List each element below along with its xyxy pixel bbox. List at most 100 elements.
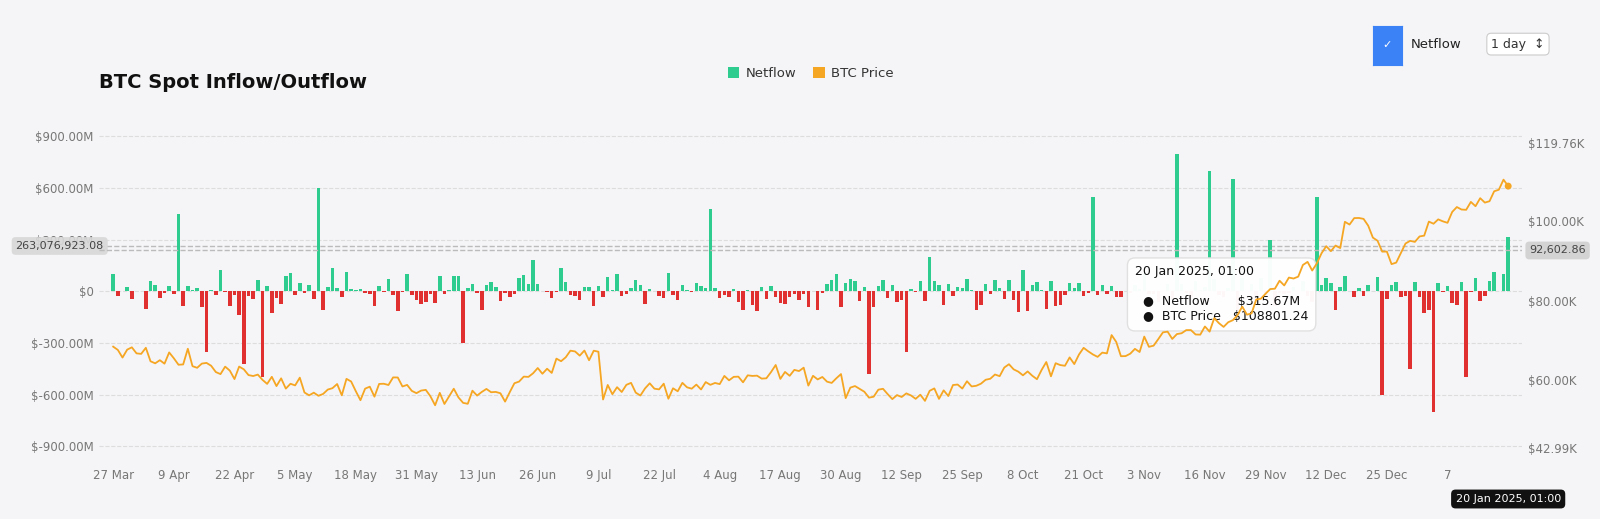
Bar bbox=[475, 291, 478, 293]
Bar bbox=[1026, 291, 1029, 311]
Bar bbox=[690, 291, 693, 292]
Bar bbox=[1208, 171, 1211, 291]
Bar bbox=[750, 291, 754, 305]
Bar bbox=[363, 291, 366, 293]
Bar bbox=[872, 291, 875, 307]
Bar bbox=[246, 291, 250, 296]
Bar bbox=[555, 291, 558, 292]
Bar bbox=[1325, 278, 1328, 291]
Bar bbox=[1194, 281, 1197, 291]
Bar bbox=[358, 289, 362, 291]
Bar bbox=[899, 291, 904, 299]
Bar bbox=[578, 291, 581, 300]
Bar bbox=[877, 286, 880, 291]
Bar bbox=[214, 291, 218, 295]
Bar bbox=[405, 274, 410, 291]
Bar bbox=[112, 274, 115, 291]
Bar bbox=[816, 291, 819, 310]
Bar bbox=[965, 279, 968, 291]
Bar bbox=[1054, 291, 1058, 306]
Bar bbox=[1291, 286, 1296, 291]
Bar bbox=[1427, 291, 1430, 309]
Bar bbox=[499, 291, 502, 301]
Bar bbox=[536, 284, 539, 291]
Bar bbox=[307, 285, 310, 291]
Bar bbox=[1339, 288, 1342, 291]
Bar bbox=[219, 270, 222, 291]
Bar bbox=[392, 291, 395, 295]
Point bbox=[1496, 182, 1522, 190]
Bar bbox=[904, 291, 909, 351]
Bar bbox=[1310, 291, 1314, 302]
Bar bbox=[658, 291, 661, 296]
Bar bbox=[942, 291, 946, 305]
Bar bbox=[1488, 281, 1491, 291]
Bar bbox=[270, 291, 274, 312]
Bar bbox=[643, 291, 646, 304]
Text: Netflow: Netflow bbox=[1411, 37, 1462, 51]
Bar bbox=[181, 291, 186, 306]
Bar bbox=[331, 268, 334, 291]
Bar bbox=[1446, 286, 1450, 291]
Bar bbox=[1483, 291, 1486, 296]
Bar bbox=[229, 291, 232, 306]
Bar bbox=[882, 280, 885, 291]
Bar bbox=[629, 288, 634, 291]
Bar bbox=[830, 280, 834, 291]
Bar bbox=[923, 291, 926, 301]
Bar bbox=[1235, 291, 1240, 311]
Bar bbox=[429, 291, 432, 294]
Bar bbox=[1264, 291, 1267, 297]
Bar bbox=[1230, 180, 1235, 291]
Bar bbox=[1166, 284, 1170, 291]
Bar bbox=[587, 287, 590, 291]
Bar bbox=[1395, 282, 1398, 291]
Bar bbox=[779, 291, 782, 303]
Bar bbox=[517, 278, 522, 291]
Bar bbox=[802, 291, 805, 294]
Bar bbox=[312, 291, 315, 299]
Bar bbox=[770, 286, 773, 291]
Bar bbox=[266, 286, 269, 291]
Bar bbox=[1003, 291, 1006, 299]
Bar bbox=[461, 291, 466, 343]
Bar bbox=[1334, 291, 1338, 309]
Bar bbox=[806, 291, 810, 307]
Bar bbox=[1050, 281, 1053, 291]
Bar bbox=[582, 288, 586, 291]
Bar bbox=[1301, 281, 1304, 291]
Bar bbox=[634, 280, 637, 291]
Text: 92,602.86: 92,602.86 bbox=[1530, 245, 1586, 255]
Bar bbox=[163, 291, 166, 293]
Bar bbox=[826, 284, 829, 291]
Bar bbox=[1278, 291, 1282, 293]
Bar bbox=[419, 291, 422, 304]
Bar bbox=[195, 289, 198, 291]
Bar bbox=[797, 291, 800, 300]
Bar bbox=[1357, 288, 1360, 291]
Bar bbox=[760, 288, 763, 291]
Bar bbox=[1118, 291, 1123, 297]
Bar bbox=[1016, 291, 1021, 312]
Bar bbox=[1218, 291, 1221, 295]
Bar bbox=[1376, 277, 1379, 291]
Bar bbox=[341, 291, 344, 297]
Bar bbox=[434, 291, 437, 304]
Bar bbox=[1152, 291, 1155, 294]
Bar bbox=[200, 291, 203, 307]
Bar bbox=[1184, 291, 1189, 293]
Bar bbox=[1064, 291, 1067, 295]
Bar bbox=[1045, 291, 1048, 309]
Bar bbox=[938, 285, 941, 291]
Bar bbox=[1259, 278, 1262, 291]
Bar bbox=[638, 285, 642, 291]
Bar bbox=[1171, 291, 1174, 299]
Bar bbox=[675, 291, 680, 300]
Bar bbox=[843, 283, 848, 291]
Bar bbox=[158, 291, 162, 298]
Bar bbox=[1072, 288, 1077, 291]
Bar bbox=[1222, 291, 1226, 297]
Bar bbox=[1077, 283, 1080, 291]
Bar bbox=[1213, 279, 1216, 291]
Bar bbox=[456, 276, 461, 291]
